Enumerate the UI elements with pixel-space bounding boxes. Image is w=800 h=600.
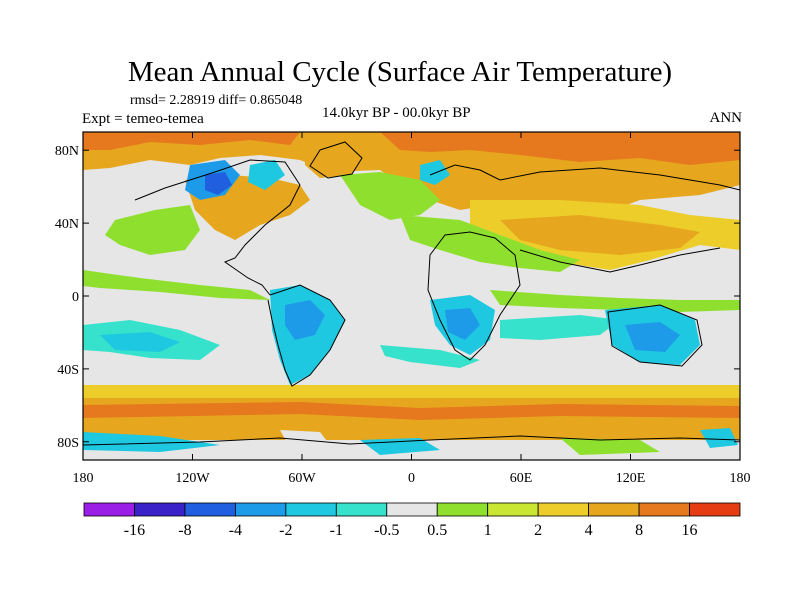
- period-label: 14.0kyr BP - 00.0kyr BP: [322, 105, 471, 121]
- colorbar-swatch: [386, 502, 438, 517]
- colorbar-label: -4: [229, 522, 242, 539]
- colorbar-label: -0.5: [374, 522, 399, 539]
- stats-text: rmsd= 2.28919 diff= 0.865048: [130, 93, 303, 108]
- colorbar-swatch: [689, 502, 741, 517]
- lon-tick-label: 60E: [510, 471, 533, 486]
- experiment-label: Expt = temeo-temea: [82, 111, 204, 127]
- lon-tick-label: 180: [730, 471, 751, 486]
- lon-tick-label: 180: [73, 471, 94, 486]
- lat-tick-label: 0: [72, 290, 79, 305]
- coastlines: [83, 141, 740, 446]
- colorbar-swatch: [184, 502, 236, 517]
- lon-tick-label: 120W: [175, 471, 210, 486]
- colorbar-label: -2: [279, 522, 292, 539]
- map-title: Mean Annual Cycle (Surface Air Temperatu…: [127, 56, 673, 88]
- lon-tick-label: 0: [408, 471, 415, 486]
- colorbar-label: 0.5: [427, 522, 447, 539]
- lat-tick-label: 40N: [55, 217, 79, 232]
- colorbar-label: 2: [534, 522, 542, 539]
- colorbar-swatch: [487, 502, 539, 517]
- colorbar-swatch: [588, 502, 640, 517]
- colorbar-label: 1: [484, 522, 492, 539]
- colorbar-label: 8: [635, 522, 643, 539]
- colorbar-swatch: [638, 502, 690, 517]
- lon-tick-label: 120E: [616, 471, 646, 486]
- colorbar-swatch: [335, 502, 388, 517]
- colorbar-swatch: [285, 502, 337, 517]
- temperature-field: [83, 132, 740, 460]
- colorbar-label: -1: [330, 522, 343, 539]
- latitude-axis: 80N 40N 0 40S 80S: [55, 144, 740, 451]
- colorbar-swatch: [83, 502, 135, 517]
- colorbar-label: 16: [682, 522, 698, 539]
- colorbar: -16 -8 -4 -2 -1 -0.5 0.5 1 2 4 8 16: [83, 502, 741, 539]
- season-label: ANN: [709, 110, 743, 126]
- colorbar-swatch: [234, 502, 287, 517]
- lat-tick-label: 40S: [57, 363, 79, 378]
- lat-tick-label: 80S: [57, 436, 79, 451]
- colorbar-label: -8: [178, 522, 191, 539]
- lon-tick-label: 60W: [288, 471, 316, 486]
- colorbar-swatch: [436, 502, 489, 517]
- lat-tick-label: 80N: [55, 144, 79, 159]
- colorbar-label: 4: [585, 522, 593, 539]
- colorbar-swatch: [134, 502, 186, 517]
- colorbar-swatch: [537, 502, 590, 517]
- colorbar-label: -16: [124, 522, 145, 539]
- longitude-axis: 180 120W 60W 0 60E 120E 180: [73, 132, 751, 486]
